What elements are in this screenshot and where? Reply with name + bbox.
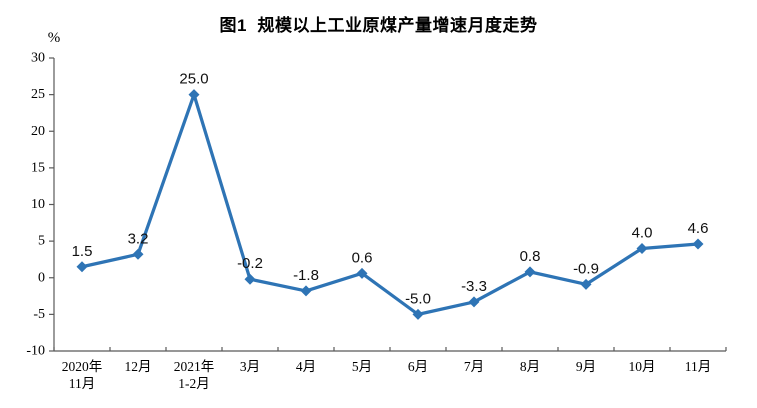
- data-point-label: -3.3: [461, 278, 487, 295]
- y-axis-tick-label: 10: [31, 197, 45, 212]
- x-axis-label: 8月: [520, 359, 540, 374]
- data-point-label: -1.8: [293, 267, 319, 284]
- x-axis-label: 3月: [240, 359, 260, 374]
- x-axis-label: 5月: [352, 359, 372, 374]
- data-point-marker: [188, 89, 200, 101]
- data-point-label: 25.0: [179, 71, 208, 88]
- data-point-label: 0.8: [520, 248, 541, 265]
- data-point-label: 1.5: [72, 243, 93, 260]
- x-axis-label: 9月: [576, 359, 596, 374]
- data-point-marker: [412, 308, 424, 320]
- data-point-marker: [580, 278, 592, 290]
- y-axis-tick-label: -5: [33, 307, 45, 322]
- data-point-label: -0.9: [573, 260, 599, 277]
- data-point-label: 0.6: [352, 249, 373, 266]
- y-axis-tick-label: 0: [38, 270, 45, 285]
- y-axis-unit-label: %: [47, 30, 61, 46]
- trend-line: [80, 93, 700, 316]
- data-point-marker: [132, 248, 144, 260]
- x-axis-label: 11月: [69, 376, 96, 391]
- x-axis-label: 12月: [125, 359, 152, 374]
- data-point-marker: [356, 267, 368, 279]
- data-point-marker: [468, 296, 480, 308]
- data-point-marker: [244, 273, 256, 285]
- data-point-label: -0.2: [237, 255, 263, 272]
- y-axis-tick-label: -10: [26, 344, 45, 359]
- x-axis-label: 7月: [464, 359, 484, 374]
- data-point-marker: [692, 238, 704, 250]
- data-point-marker: [300, 285, 312, 297]
- y-axis-tick-label: 25: [31, 87, 45, 102]
- data-point-marker: [524, 266, 536, 278]
- data-point-label: -5.0: [405, 290, 431, 307]
- x-axis-label: 2020年: [62, 359, 103, 374]
- y-axis-tick-label: 5: [38, 234, 45, 249]
- x-axis-label: 11月: [685, 359, 712, 374]
- data-point-label: 4.0: [632, 224, 653, 241]
- y-axis-tick-label: 20: [31, 124, 45, 139]
- chart-title: 图1 规模以上工业原煤产量增速月度走势: [219, 16, 538, 35]
- x-axis-label: 6月: [408, 359, 428, 374]
- data-point-label: 4.6: [688, 220, 709, 237]
- y-axis-tick-label: 15: [31, 160, 45, 175]
- x-axis-label: 10月: [629, 359, 656, 374]
- x-axis-label: 2021年: [174, 359, 215, 374]
- data-point-label: 3.2: [128, 230, 149, 247]
- x-axis-label: 4月: [296, 359, 316, 374]
- y-axis-tick-label: 30: [31, 51, 45, 66]
- x-axis-label: 1-2月: [178, 376, 210, 391]
- data-point-marker: [76, 261, 88, 273]
- data-point-marker: [636, 242, 648, 254]
